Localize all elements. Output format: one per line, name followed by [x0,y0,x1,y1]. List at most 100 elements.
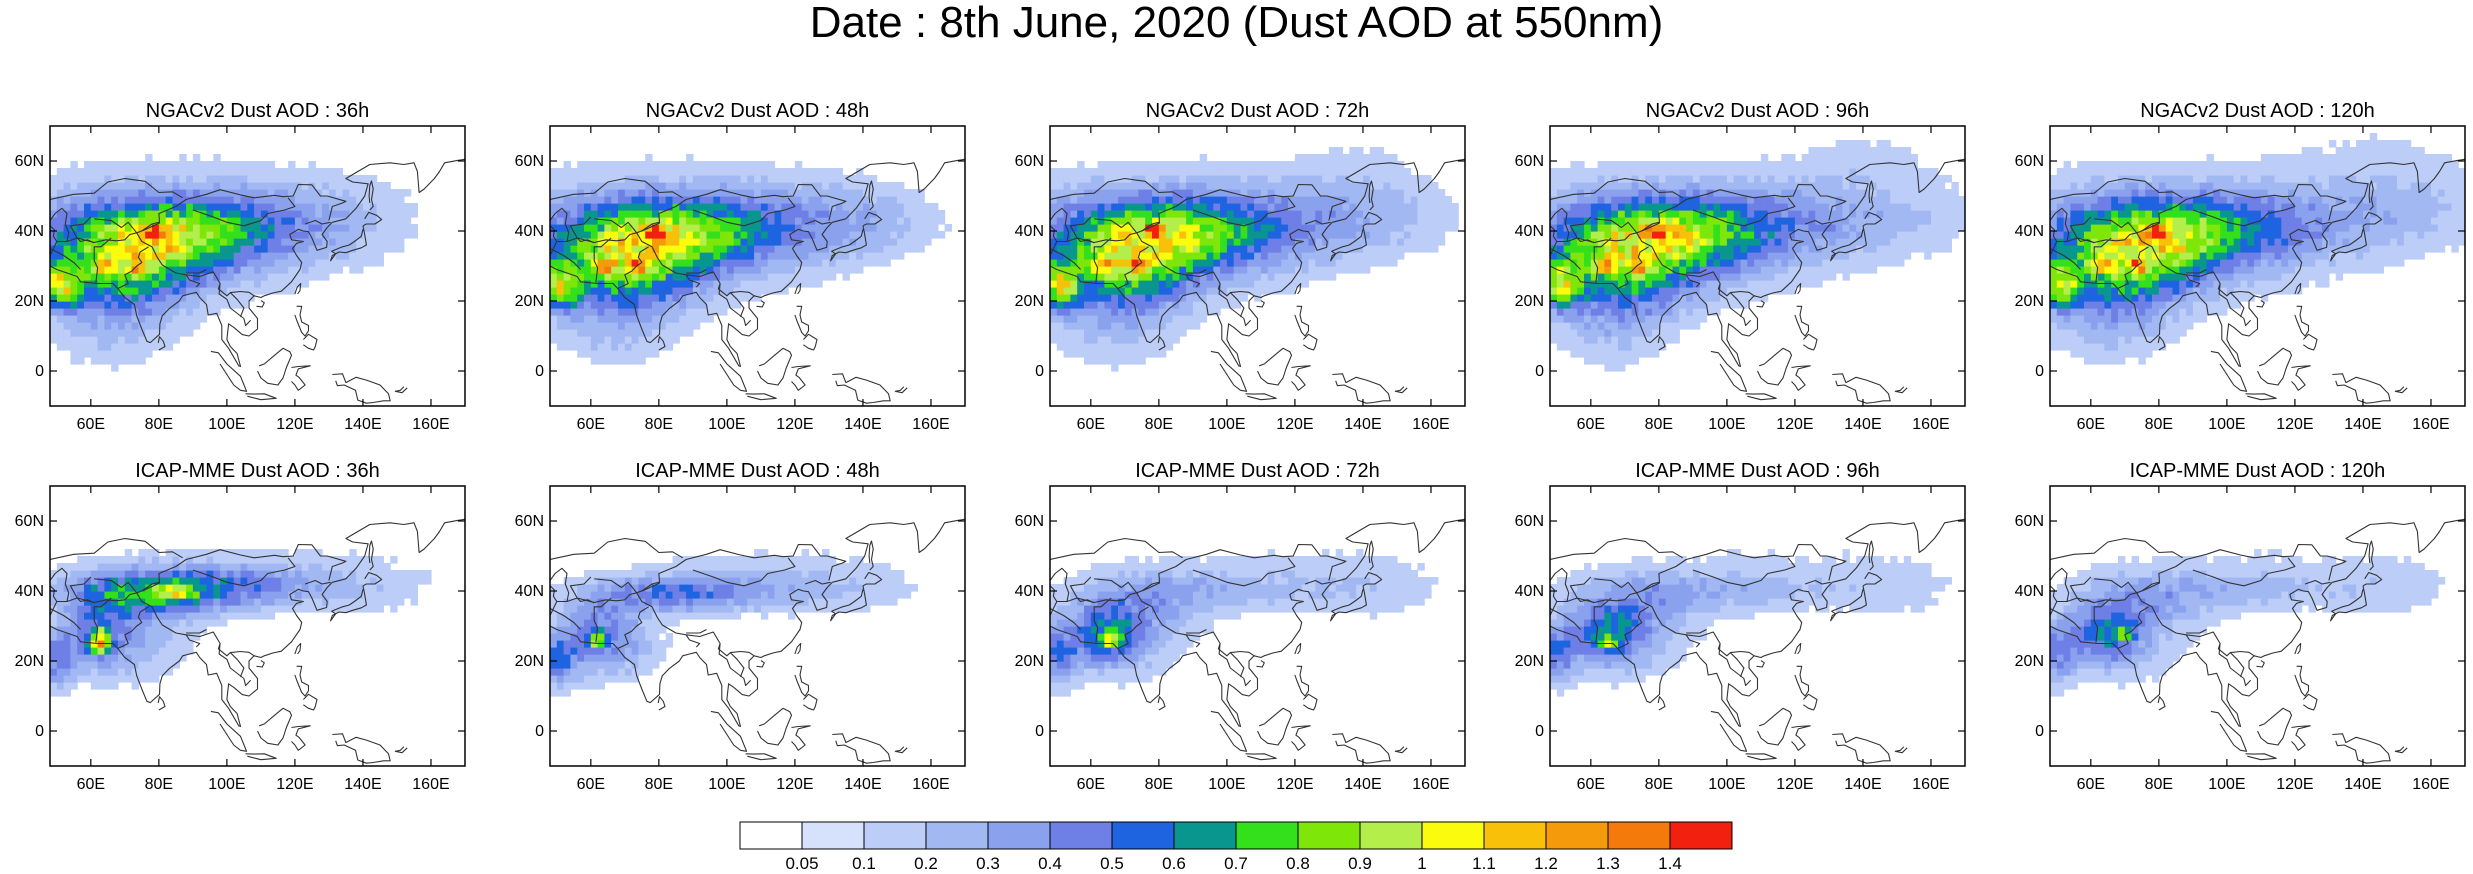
lon-tick-label: 100E [208,416,245,433]
colorbar-cell [925,821,989,850]
lat-tick-label: 20N [15,653,44,670]
coastlines [1550,158,1965,404]
lat-tick-label: 20N [1515,293,1544,310]
lon-tick-label: 160E [2412,776,2449,793]
colorbar-label: 0.4 [1038,854,1062,873]
lat-tick-label: 20N [2015,293,2044,310]
colorbar: 0.05 0.1 0.2 0.3 0.4 0.5 0.6 0.7 0.8 0.9 1 1.1 1.2 1.… [739,821,1733,873]
lat-tick-label: 40N [1515,223,1544,240]
map-frame [1049,485,1466,767]
lon-tick-label: 60E [1577,416,1605,433]
lon-tick-label: 120E [276,416,313,433]
dust-aod-field [2050,133,2465,365]
lat-tick-label: 20N [2015,653,2044,670]
lon-tick-label: 140E [2344,776,2381,793]
map-panel: 60E 80E 100E 120E 140E 160E 0 20N 40N 60N NGACv2 D… [515,100,966,433]
panel-title: NGACv2 Dust AOD : 72h [1146,100,1369,122]
lon-tick-label: 80E [1145,416,1173,433]
lon-tick-label: 100E [1708,776,1745,793]
lon-tick-label: 80E [145,416,173,433]
panel-title: NGACv2 Dust AOD : 96h [1646,100,1869,122]
map-panel: 60E 80E 100E 120E 140E 160E 0 20N 40N 60N ICAP-MME… [1015,460,1466,793]
colorbar-label: 0.8 [1286,854,1310,873]
coastlines [1050,518,1465,764]
lat-tick-label: 0 [2035,363,2044,380]
lon-tick-label: 140E [1344,776,1381,793]
lat-tick-label: 20N [1015,293,1044,310]
lon-tick-label: 60E [577,416,605,433]
dust-aod-field [2050,549,2446,697]
lat-tick-label: 60N [1015,153,1044,170]
panel-title: ICAP-MME Dust AOD : 72h [1135,460,1380,482]
lon-tick-label: 160E [1412,416,1449,433]
lon-tick-label: 80E [1645,776,1673,793]
colorbar-cell [1545,821,1609,850]
lat-tick-label: 40N [2015,583,2044,600]
lat-tick-label: 40N [1515,583,1544,600]
colorbar-cell [1297,821,1361,850]
lat-tick-label: 0 [2035,723,2044,740]
panel-title: ICAP-MME Dust AOD : 96h [1635,460,1880,482]
lat-tick-label: 40N [515,583,544,600]
colorbar-cell [1421,821,1485,850]
lon-tick-label: 160E [1912,416,1949,433]
lat-tick-label: 0 [1035,723,1044,740]
colorbar-label: 0.5 [1100,854,1124,873]
panel-title: NGACv2 Dust AOD : 48h [646,100,869,122]
lon-tick-label: 140E [344,776,381,793]
map-frame [49,485,466,767]
lat-tick-label: 20N [15,293,44,310]
coastlines [50,518,465,764]
lon-tick-label: 120E [1776,416,1813,433]
lon-tick-label: 80E [1145,776,1173,793]
map-frame [549,125,966,407]
panel-title: ICAP-MME Dust AOD : 48h [635,460,880,482]
map-frame [2049,485,2466,767]
lon-tick-label: 120E [1776,776,1813,793]
map-frame [549,485,966,767]
coastlines [550,158,965,404]
panel-title: NGACv2 Dust AOD : 120h [2140,100,2375,122]
lat-tick-label: 0 [535,723,544,740]
coastlines [1050,158,1465,404]
map-frame [1549,485,1966,767]
lat-tick-label: 60N [1515,153,1544,170]
lon-tick-label: 100E [708,416,745,433]
lon-tick-label: 140E [1844,416,1881,433]
dust-aod-field [1050,147,1459,372]
lon-tick-label: 60E [1577,776,1605,793]
colorbar-cell [739,821,803,850]
map-panel: 60E 80E 100E 120E 140E 160E 0 20N 40N 60N NGACv2 D… [1515,100,1966,433]
coastlines [550,518,965,764]
lon-tick-label: 140E [1844,776,1881,793]
lon-tick-label: 60E [1077,776,1105,793]
colorbar-label: 0.3 [976,854,1000,873]
dust-aod-field [550,154,952,365]
lat-tick-label: 0 [1535,723,1544,740]
colorbar-cell [863,821,927,850]
lon-tick-label: 160E [2412,416,2449,433]
lon-tick-label: 120E [2276,416,2313,433]
lon-tick-label: 140E [844,416,881,433]
lon-tick-label: 140E [1344,416,1381,433]
map-panel: 60E 80E 100E 120E 140E 160E 0 20N 40N 60N ICAP-MME… [2015,460,2466,793]
coastlines [2050,518,2465,764]
colorbar-cell [801,821,865,850]
lon-tick-label: 140E [2344,416,2381,433]
colorbar-label: 1.1 [1472,854,1496,873]
lon-tick-label: 80E [2145,776,2173,793]
lon-tick-label: 120E [276,776,313,793]
lat-tick-label: 60N [15,513,44,530]
lon-tick-label: 160E [912,416,949,433]
colorbar-label: 1 [1417,854,1426,873]
map-frame [1049,125,1466,407]
coastlines [1550,518,1965,764]
lon-tick-label: 100E [1208,776,1245,793]
lat-tick-label: 60N [1515,513,1544,530]
lon-tick-label: 120E [776,416,813,433]
lat-tick-label: 60N [2015,513,2044,530]
lat-tick-label: 60N [515,153,544,170]
colorbar-cell [987,821,1051,850]
lon-tick-label: 100E [708,776,745,793]
map-frame [2049,125,2466,407]
